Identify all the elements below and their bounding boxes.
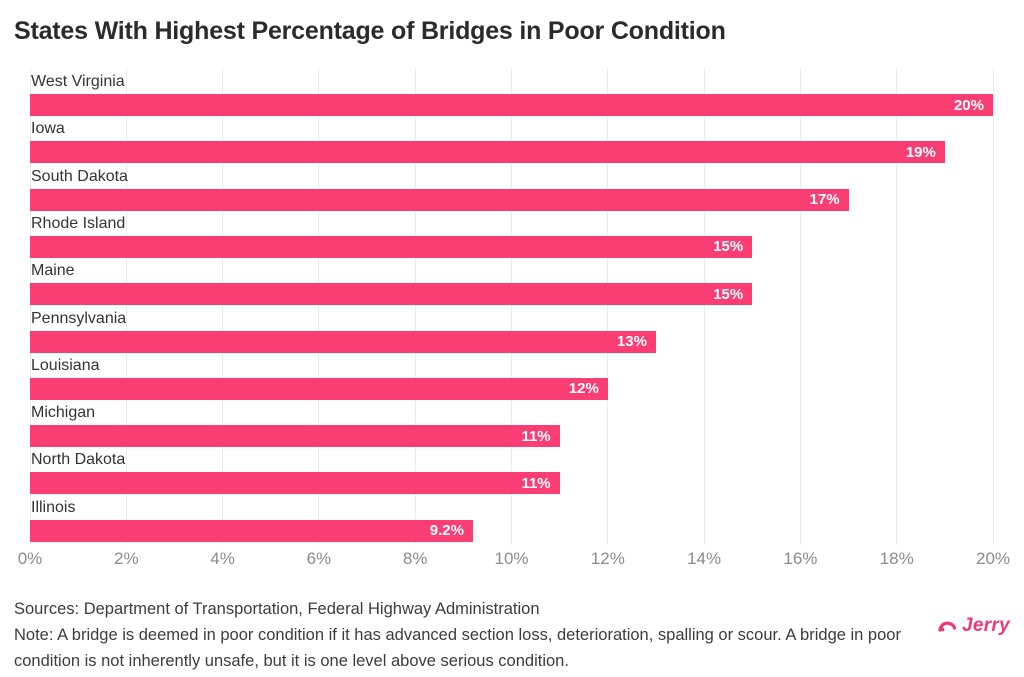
gridline <box>318 68 320 545</box>
gridline <box>125 68 127 545</box>
x-tick-label: 14% <box>687 549 722 568</box>
bar-value-label: 15% <box>713 285 744 303</box>
bar-value-label: 15% <box>713 238 744 256</box>
bar: 17% <box>30 188 849 211</box>
bar: 19% <box>30 141 945 164</box>
bar-category-label: North Dakota <box>31 451 126 469</box>
bar-row: Illinois 9.2% <box>30 495 993 542</box>
bar: 9.2% <box>30 519 473 542</box>
bar-row: West Virginia 20% <box>30 69 993 116</box>
bar-value-label: 11% <box>521 474 551 492</box>
gridline <box>799 68 801 545</box>
bar-category-label: South Dakota <box>31 167 128 185</box>
bar-value-label: 11% <box>521 427 551 445</box>
bar-value-label: 20% <box>953 96 984 114</box>
gridline <box>222 68 224 545</box>
bar-category-label: Iowa <box>31 120 65 138</box>
x-tick-label: 20% <box>975 549 1011 568</box>
bar: 12% <box>30 377 608 400</box>
bar-row: South Dakota 17% <box>30 164 993 211</box>
x-tick-label: 8% <box>402 549 428 568</box>
bar-category-label: Illinois <box>31 498 76 516</box>
bar-row: Louisiana 12% <box>30 353 993 400</box>
gridline <box>992 68 994 545</box>
footer: Sources: Department of Transportation, F… <box>14 596 964 674</box>
x-tick-label: 18% <box>879 549 914 568</box>
gridline <box>414 68 416 545</box>
bar-category-label: West Virginia <box>31 73 125 90</box>
bar-category-label: Rhode Island <box>31 214 126 232</box>
bar-row: Pennsylvania 13% <box>30 306 993 353</box>
bar-row: Michigan 11% <box>30 400 993 448</box>
chart-area: West Virginia 20% Iowa 19% South Dakota 17% Rh… <box>29 68 994 545</box>
bar-row: Rhode Island 15% <box>30 211 993 258</box>
x-tick-label: 12% <box>590 549 625 568</box>
jerry-logo-icon <box>936 617 958 635</box>
x-tick-label: 2% <box>114 549 139 568</box>
bar: 11% <box>30 425 560 448</box>
bar-row: North Dakota 11% <box>30 447 993 495</box>
gridline <box>511 68 512 545</box>
x-tick-label: 6% <box>306 549 332 568</box>
bar-value-label: 19% <box>905 143 936 161</box>
bar: 15% <box>30 283 753 306</box>
gridline <box>896 68 898 545</box>
bar-value-label: 13% <box>616 333 647 350</box>
bar-category-label: Michigan <box>31 404 96 422</box>
gridline <box>607 68 609 545</box>
page-title: States With Highest Percentage of Bridge… <box>14 17 726 45</box>
note-text: Note: A bridge is deemed in poor conditi… <box>14 626 901 670</box>
x-tick-label: 0% <box>17 549 43 568</box>
bar-category-label: Pennsylvania <box>31 309 127 327</box>
gridline <box>703 68 705 545</box>
bar-value-label: 17% <box>809 191 840 209</box>
gridline <box>29 68 31 545</box>
bar-row: Maine 15% <box>30 258 993 306</box>
jerry-logo: Jerry <box>936 615 1010 637</box>
x-tick-label: 16% <box>783 549 818 568</box>
bar-category-label: Louisiana <box>31 356 100 374</box>
bar: 15% <box>30 235 753 258</box>
bar-category-label: Maine <box>31 262 75 280</box>
bar-row: Iowa 19% <box>30 116 993 164</box>
bar: 13% <box>30 330 656 353</box>
bar-value-label: 12% <box>568 380 599 398</box>
bar: 11% <box>30 472 560 495</box>
x-tick-label: 4% <box>210 549 235 568</box>
bar-value-label: 9.2% <box>429 522 464 540</box>
x-axis: 0% 2% 4% 6% 8% 10% 12% 14% 16% 18% 20% <box>18 549 1010 573</box>
jerry-logo-text: Jerry <box>962 615 1010 636</box>
bar: 20% <box>30 94 993 116</box>
sources-text: Sources: Department of Transportation, F… <box>14 600 540 618</box>
x-tick-label: 10% <box>494 549 529 568</box>
